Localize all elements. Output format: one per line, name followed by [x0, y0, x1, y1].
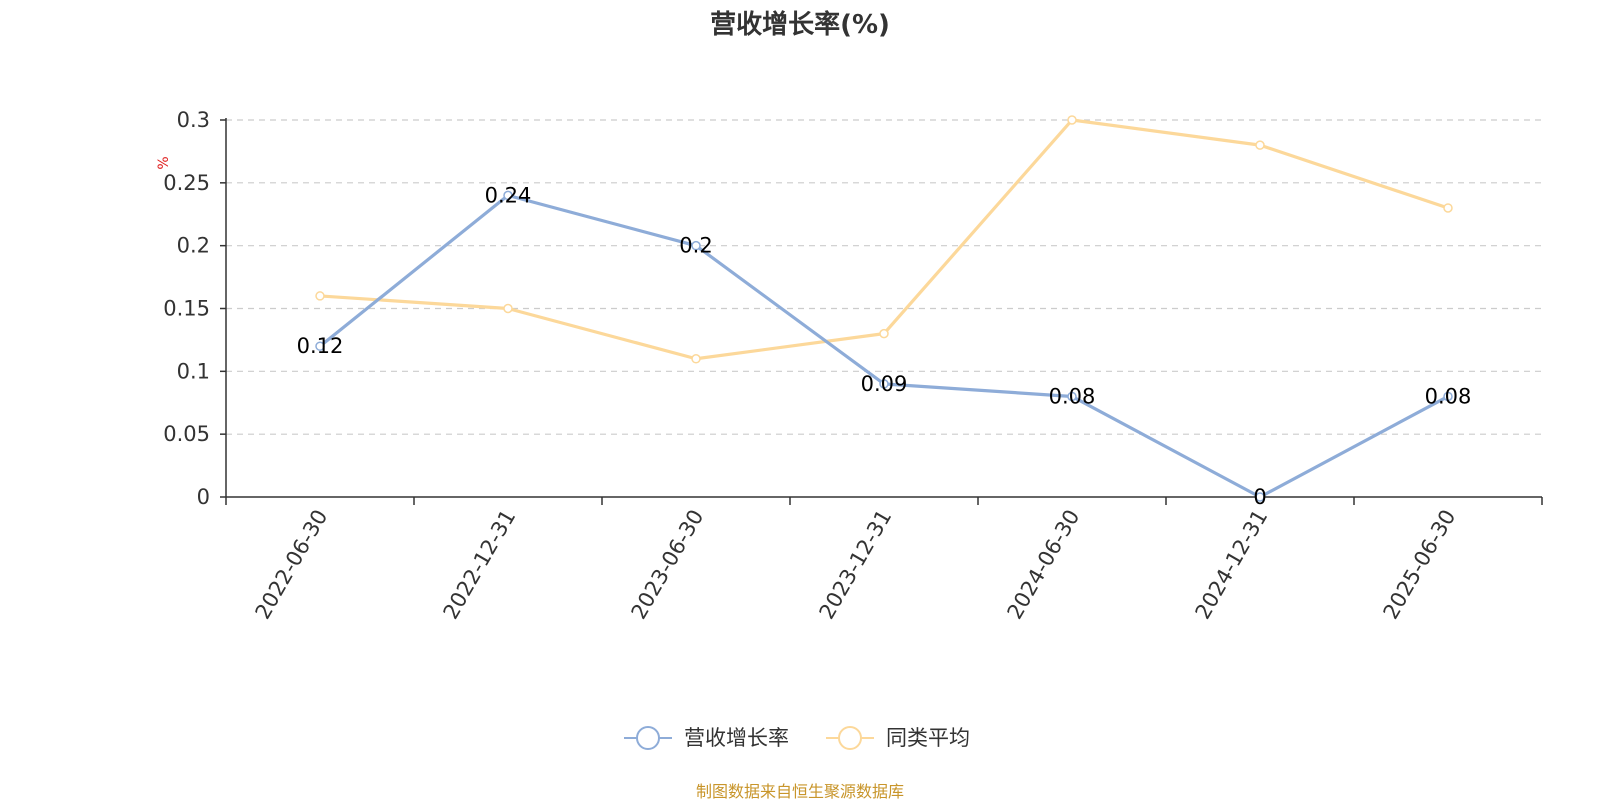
series-2-point	[1067, 115, 1077, 125]
x-tick-label: 2025-06-30	[1379, 506, 1461, 624]
data-labels: 0.12 0.24 0.2 0.09 0.08 0 0.08	[297, 183, 1472, 509]
legend-item-1[interactable]: 营收增长率	[624, 726, 789, 750]
legend-item-2[interactable]: 同类平均	[826, 726, 970, 750]
data-label: 0.08	[1425, 384, 1472, 408]
source-note: 制图数据来自恒生聚源数据库	[696, 782, 904, 800]
x-tick-label: 2022-06-30	[251, 506, 333, 624]
series-2-point	[503, 303, 513, 314]
data-label: 0.08	[1049, 384, 1096, 408]
data-label: 0.2	[679, 234, 712, 258]
y-tick-label: 0.25	[163, 171, 210, 195]
series-1-point	[1443, 391, 1453, 402]
legend-label: 同类平均	[886, 726, 970, 750]
chart-title: 营收增长率(%)	[710, 9, 890, 40]
x-tick-label: 2022-12-31	[439, 506, 521, 624]
legend-label: 营收增长率	[684, 726, 789, 750]
series-2-point	[315, 291, 325, 301]
data-label: 0.24	[485, 183, 532, 207]
x-tick-label: 2024-06-30	[1003, 506, 1085, 624]
series-2-point	[879, 328, 889, 339]
series-1-point	[1067, 391, 1077, 402]
series-1-point	[503, 190, 513, 201]
series-1-point	[315, 341, 325, 351]
legend-circle-icon	[636, 726, 660, 750]
series-2-point	[691, 354, 701, 364]
axes: 0 0.05 0.1 0.15 0.2 0.25 0.3 2022-06-30 2022-12-…	[163, 108, 1543, 624]
y-tick-label: 0.05	[163, 422, 210, 446]
series-1-point	[879, 379, 889, 389]
x-tick-label: 2024-12-31	[1191, 506, 1273, 624]
legend[interactable]: 营收增长率 同类平均	[624, 726, 970, 750]
y-tick-label: 0.2	[177, 234, 210, 258]
series-2-point	[1443, 203, 1453, 213]
data-label: 0.12	[297, 334, 344, 358]
x-tick-label: 2023-06-30	[627, 506, 709, 624]
y-tick-label: 0.3	[177, 108, 210, 132]
legend-circle-icon	[838, 726, 862, 750]
y-tick-label: 0.15	[163, 297, 210, 321]
y-axis-unit-label: %	[156, 156, 172, 169]
series-line-2	[319, 118, 1449, 361]
x-tick-label: 2023-12-31	[815, 506, 897, 624]
series-1-point	[1255, 492, 1265, 502]
series-lines	[315, 115, 1453, 502]
series-1-point	[691, 240, 701, 251]
data-label: 0	[1253, 485, 1266, 509]
series-2-point	[1255, 140, 1265, 150]
series-line-1	[318, 193, 1449, 499]
data-label: 0.09	[861, 372, 908, 396]
y-tick-label: 0.1	[177, 359, 210, 383]
y-tick-label: 0	[197, 485, 210, 509]
